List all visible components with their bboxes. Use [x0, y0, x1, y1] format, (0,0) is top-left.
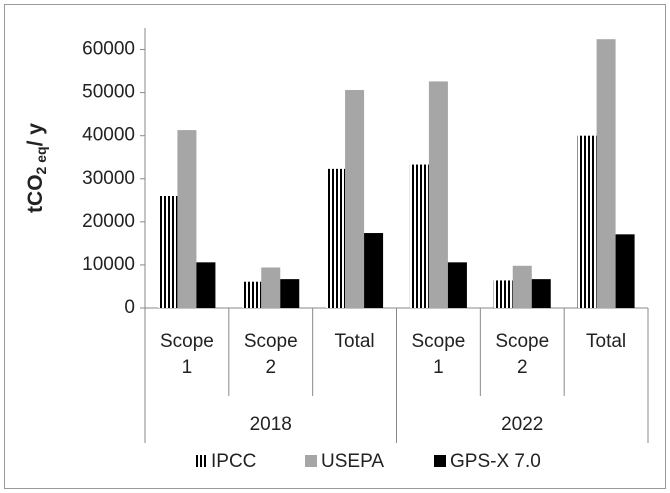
x-tick-label: Scope 1	[411, 331, 465, 378]
y-tick-label: 30000	[82, 168, 135, 189]
bar	[596, 39, 616, 308]
bar	[428, 81, 448, 309]
bar	[493, 280, 513, 308]
x-tick-label: Total	[586, 331, 626, 352]
legend-label: USEPA	[321, 451, 384, 472]
bar	[409, 164, 429, 308]
x-tick-label: Total	[335, 331, 375, 352]
bar	[577, 135, 597, 308]
legend-swatch	[434, 455, 446, 467]
y-tick-label: 10000	[82, 254, 135, 275]
x-tick-label: Scope 1	[160, 331, 214, 378]
bar	[326, 168, 346, 308]
bar	[345, 90, 365, 309]
y-tick-label: 0	[124, 297, 135, 318]
bar	[447, 262, 467, 308]
group-label: 2022	[501, 414, 543, 435]
bar	[280, 279, 300, 308]
y-tick-label: 20000	[82, 211, 135, 232]
bar	[531, 279, 551, 308]
bar	[615, 234, 635, 308]
y-tick-label: 40000	[82, 125, 135, 146]
legend-label: GPS-X 7.0	[450, 451, 541, 472]
bar	[512, 265, 532, 308]
legend-label: IPCC	[211, 451, 256, 472]
y-axis-label: tCO2 eq/ y	[24, 123, 49, 213]
y-tick-label: 60000	[82, 39, 135, 60]
bar	[158, 196, 178, 308]
legend-swatch	[305, 455, 317, 467]
y-tick-label: 50000	[82, 82, 135, 103]
bar	[261, 267, 281, 308]
x-tick-label: Scope 2	[244, 331, 298, 378]
legend-swatch	[195, 455, 207, 467]
group-label: 2018	[250, 414, 292, 435]
bar	[177, 130, 197, 308]
bar	[196, 262, 216, 308]
bar	[242, 281, 262, 308]
x-tick-label: Scope 2	[495, 331, 549, 378]
bar	[364, 233, 384, 308]
